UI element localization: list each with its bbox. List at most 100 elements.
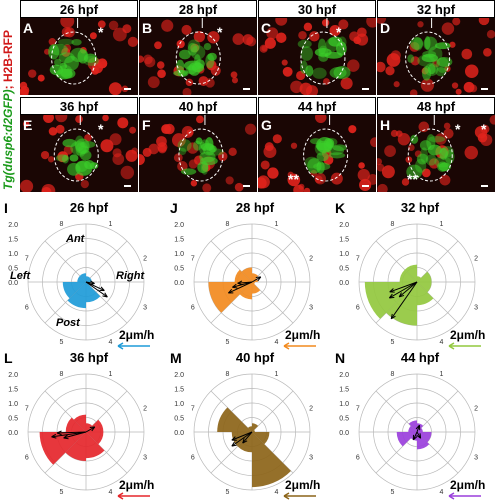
nucleus-spot (264, 142, 274, 152)
image-panel-b: 28 hpf B * (139, 0, 257, 95)
sector-label: 5 (226, 489, 230, 496)
ring-label: 1.5 (339, 387, 349, 394)
nucleus-spot (377, 18, 387, 24)
vesicle-outline (178, 128, 224, 182)
vector-arrowhead (237, 280, 243, 286)
fluorescence-image: F (139, 115, 257, 192)
nucleus-spot (452, 18, 461, 26)
fluorescence-image: A * (20, 18, 138, 95)
nucleus-spot (293, 184, 305, 192)
nucleus-spot (80, 179, 89, 189)
rose-sector (417, 276, 422, 282)
nucleus-spot (41, 186, 52, 192)
vector-arrowhead (63, 434, 69, 440)
velocity-vector (231, 431, 253, 447)
ring-label: 1.5 (174, 387, 184, 394)
nucleus-spot (182, 87, 192, 95)
gfp-signal (54, 58, 62, 67)
rose-spoke (251, 240, 294, 283)
gfp-signal (207, 52, 217, 61)
asterisk-mark: ** (407, 171, 418, 187)
nucleus-spot (246, 36, 257, 47)
gfp-signal (199, 141, 206, 155)
nucleus-spot (158, 144, 167, 154)
nucleus-spot (385, 66, 395, 76)
vesicle-outline (405, 31, 451, 85)
gfp-signal (75, 138, 90, 154)
gfp-signal (406, 164, 423, 180)
scale-label: 2μm/h (119, 328, 155, 342)
velocity-vector (85, 281, 105, 292)
gfp-signal (337, 36, 347, 48)
ring-label: 0.0 (174, 430, 184, 437)
ring-label: 1.5 (8, 237, 18, 244)
velocity-vector (412, 431, 418, 441)
vesicle-outline (51, 31, 97, 85)
ring-label: 1.0 (174, 251, 184, 258)
nucleus-spot (117, 117, 129, 129)
nucleus-spot (290, 142, 298, 149)
gfp-signal (413, 37, 424, 51)
image-panel-e: 36 hpf E * (20, 97, 138, 192)
gfp-signal (61, 154, 69, 164)
rose-time-label: 36 hpf (69, 350, 109, 365)
nucleus-spot (147, 76, 160, 89)
nucleus-spot (108, 20, 119, 31)
sector-label: 3 (474, 304, 478, 311)
nucleus-spot (428, 158, 440, 169)
rose-sector (252, 429, 255, 432)
rose-sector (417, 282, 434, 306)
image-scale-bar (362, 185, 369, 187)
sector-label: 1 (109, 371, 113, 378)
nucleus-spot (321, 19, 330, 27)
sector-label: 3 (143, 454, 147, 461)
gfp-signal (77, 49, 89, 64)
sector-label: 7 (191, 256, 195, 263)
rose-time-label: 44 hpf (400, 350, 440, 365)
rose-spoke (416, 240, 459, 283)
sector-label: 4 (275, 339, 279, 346)
scale-label: 2μm/h (450, 328, 486, 342)
nucleus-spot (370, 137, 376, 148)
rose-sector (252, 432, 270, 445)
rose-sector (65, 417, 86, 432)
gfp-signal (300, 46, 313, 61)
nucleus-spot (20, 179, 34, 192)
rose-sector (364, 282, 417, 319)
nucleus-spot (48, 127, 58, 136)
side-label-green: Tg(dusp6:d2GFP) (1, 89, 15, 190)
nucleus-spot (173, 153, 183, 163)
gfp-signal (57, 38, 74, 46)
sector-label: 7 (191, 406, 195, 413)
image-panel-h: 48 hpf H * * ** (377, 97, 495, 192)
nucleus-spot (384, 145, 396, 158)
nucleus-spot (366, 18, 376, 28)
sector-label: 2 (474, 406, 478, 413)
vector-arrowhead (89, 280, 95, 286)
fluorescence-image: G ** (258, 115, 376, 192)
panel-time-header: 40 hpf (139, 97, 257, 115)
image-scale-bar (124, 88, 131, 90)
ring-label: 0.5 (339, 416, 349, 423)
nucleus-spot (186, 142, 199, 154)
gfp-signal (75, 160, 93, 176)
panel-time-header: 26 hpf (20, 0, 138, 18)
rose-sector (86, 423, 93, 432)
gfp-signal (427, 144, 442, 156)
sector-label: 2 (309, 256, 313, 263)
nucleus-spot (443, 128, 454, 139)
velocity-vector (57, 431, 87, 434)
sector-label: 4 (440, 339, 444, 346)
gfp-signal (336, 41, 347, 56)
nucleus-spot (290, 80, 303, 94)
nucleus-spot (477, 133, 488, 143)
velocity-vector (85, 426, 96, 433)
scale-label: 2μm/h (119, 478, 155, 492)
rose-sector (234, 269, 252, 282)
scale-arrowhead (448, 492, 455, 500)
nucleus-spot (393, 81, 400, 88)
vesicle-outline (407, 128, 453, 182)
rose-sector (241, 267, 252, 282)
gfp-signal (428, 136, 446, 143)
ring-label: 2.0 (339, 372, 349, 379)
